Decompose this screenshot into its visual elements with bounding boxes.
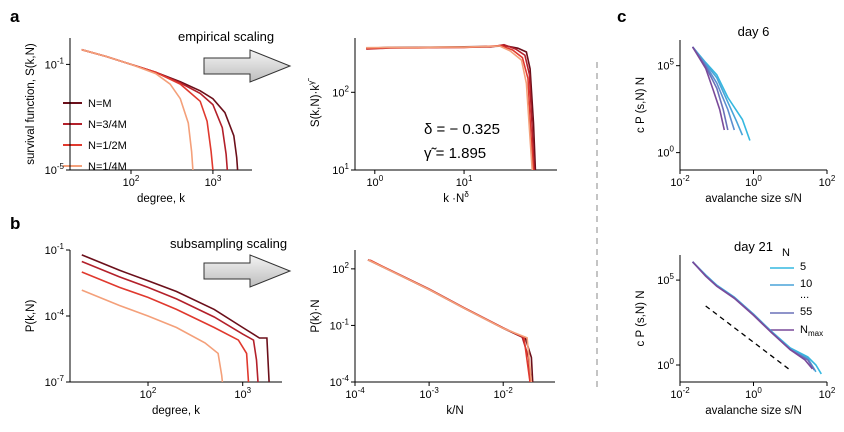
y-tick-label-a-right-1: 102 (332, 84, 349, 99)
series-line-b-right-2 (369, 259, 531, 382)
y-label-c-top: c P (s,N) N (635, 77, 647, 133)
equation-delta: δ = − 0.325 (424, 121, 500, 138)
series-group-c-top (691, 46, 751, 141)
series-line-c-bottom-3 (692, 261, 814, 370)
x-tick-label-c-top-2: 102 (819, 174, 836, 189)
x-label-a-left: degree, k (137, 193, 185, 205)
series-line-b-left-3 (81, 289, 224, 382)
series-line-b-right-3 (367, 259, 533, 382)
chart-b-left: 102 103 10-1 10-4 10-7 degree, k P(k,N) (25, 242, 282, 417)
arrow-label-empirical: empirical scaling (178, 29, 274, 44)
legend-a-label-2: N=1/2M (88, 140, 127, 152)
series-line-a-right-3 (366, 45, 533, 170)
series-line-c-top-3 (691, 46, 729, 131)
y-tick-label-b-right-1: 10-1 (330, 317, 350, 332)
y-tick-label-b-right-2: 10-4 (330, 374, 350, 389)
y-tick-label-b-left-0: 10-1 (45, 242, 65, 257)
x-tick-label-a-right-0: 100 (366, 174, 383, 189)
x-tick-label-b-right-0: 10-4 (345, 386, 365, 401)
arrow-label-subsampling: subsampling scaling (170, 236, 287, 251)
y-label-b-left: P(k,N) (25, 300, 37, 333)
legend-day21-item-3: 55 (800, 306, 812, 318)
y-label-b-right: P(k)·N (310, 299, 322, 332)
x-tick-label-b-left-0: 102 (140, 386, 157, 401)
x-tick-label-a-left-0: 102 (123, 174, 140, 189)
series-group-a-left (81, 48, 239, 170)
legend-day21-title: N (782, 247, 790, 259)
series-line-a-left-3 (81, 48, 194, 170)
y-tick-label-a-left-0: 10-1 (45, 56, 65, 71)
y-label-c-bottom: c P (s,N) N (635, 290, 647, 346)
x-label-c-bottom: avalanche size s/N (705, 405, 802, 417)
series-group-a-right (366, 43, 537, 170)
legend-day21-item-0: 5 (800, 261, 806, 273)
chart-a-right: 100 101 101 102 k ·Nδ S(k,N)·kγ̃ (307, 38, 557, 205)
title-c-top: day 6 (738, 24, 770, 39)
y-tick-label-c-bottom-1: 100 (657, 357, 674, 372)
series-group-b-right (367, 258, 534, 382)
series-line-b-left-0 (81, 254, 270, 382)
legend-day21: N 5 10 ... 55 Nmax (770, 247, 823, 338)
y-tick-label-a-right-0: 101 (332, 162, 349, 177)
x-tick-label-c-bottom-0: 10-2 (670, 386, 690, 401)
panel-label-b: b (10, 214, 20, 233)
legend-day21-item-2: ... (800, 289, 809, 301)
x-label-a-right: k ·Nδ (443, 190, 469, 205)
chart-b-right: 10-4 10-3 10-2 102 10-1 10-4 k/N P(k)·N (310, 250, 555, 417)
x-tick-label-b-right-1: 10-3 (419, 386, 439, 401)
series-group-b-left (81, 254, 270, 382)
y-tick-label-b-left-2: 10-7 (45, 374, 65, 389)
equation-gamma: γ̃ = 1.895 (424, 145, 486, 162)
x-label-b-right: k/N (446, 405, 463, 417)
legend-a: N=M N=3/4M N=1/2M N=1/4M (63, 98, 127, 173)
series-group-c-bottom (692, 261, 822, 375)
legend-day21-item-1: 10 (800, 278, 812, 290)
legend-a-label-3: N=1/4M (88, 161, 127, 173)
y-tick-label-c-top-0: 105 (657, 58, 674, 73)
legend-a-label-0: N=M (88, 98, 112, 110)
series-line-b-left-1 (81, 260, 259, 382)
x-tick-label-b-left-1: 103 (234, 386, 251, 401)
chart-a-left: 102 103 10-1 10-5 degree, k survival function… (25, 38, 252, 205)
y-tick-label-a-left-1: 10-5 (45, 162, 65, 177)
y-tick-label-b-left-1: 10-4 (45, 308, 65, 323)
series-line-b-right-1 (367, 258, 531, 382)
arrow-subsampling: subsampling scaling (170, 236, 292, 288)
legend-day21-item-4: Nmax (800, 324, 823, 338)
legend-a-label-1: N=3/4M (88, 119, 127, 131)
y-tick-label-c-top-1: 100 (657, 145, 674, 160)
x-tick-label-c-bottom-1: 100 (745, 386, 762, 401)
series-line-c-top-4 (691, 46, 726, 131)
x-tick-label-b-right-2: 10-2 (494, 386, 514, 401)
x-tick-label-a-right-1: 101 (456, 174, 473, 189)
arrow-empirical: empirical scaling (178, 29, 292, 83)
series-line-b-right-0 (367, 259, 534, 382)
series-line-b-left-2 (81, 271, 250, 382)
panel-label-c: c (617, 7, 626, 26)
x-tick-label-c-top-0: 10-2 (670, 174, 690, 189)
x-tick-label-c-top-1: 100 (745, 174, 762, 189)
x-tick-label-a-left-1: 103 (205, 174, 222, 189)
y-label-a-left: survival function, S(k,N) (25, 43, 37, 165)
x-label-b-left: degree, k (152, 405, 200, 417)
x-tick-label-c-bottom-2: 102 (819, 386, 836, 401)
y-tick-label-c-bottom-0: 105 (657, 272, 674, 287)
title-c-bottom: day 21 (734, 239, 773, 254)
x-label-c-top: avalanche size s/N (705, 193, 802, 205)
y-tick-label-b-right-0: 102 (332, 261, 349, 276)
panel-label-a: a (10, 7, 20, 26)
y-label-a-right: S(k,N)·kγ̃ (307, 78, 322, 127)
chart-c-top: 10-2 100 102 105 100 avalanche size s/N c P (s… (635, 24, 836, 205)
